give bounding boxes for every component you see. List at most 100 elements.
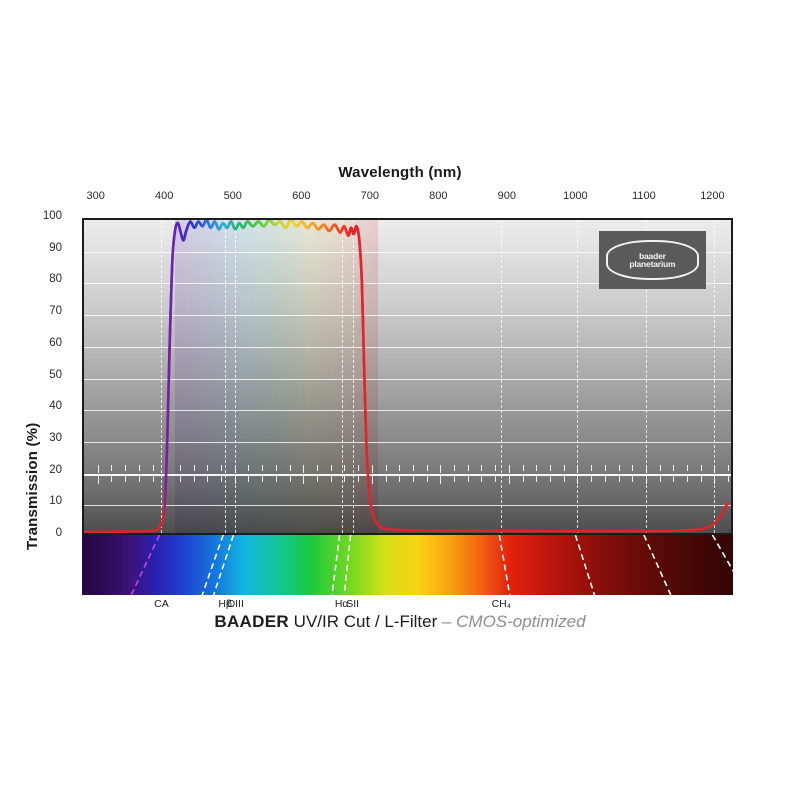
x-tick-label-1100: 1100 (632, 190, 656, 202)
minor-tick (659, 475, 661, 482)
minor-tick (522, 475, 524, 482)
minor-tick (138, 475, 140, 482)
minor-tick (700, 464, 702, 471)
minor-tick (591, 475, 593, 482)
minor-tick (371, 464, 373, 473)
y-tick-label-10: 10 (49, 495, 62, 508)
y-tick-label-80: 80 (49, 273, 62, 286)
emission-label-OIII: OIII (226, 598, 244, 610)
minor-tick (687, 475, 689, 482)
gridline-x1000 (577, 220, 579, 533)
minor-tick (412, 475, 414, 482)
minor-tick (632, 464, 634, 471)
gridline-y-70 (84, 315, 731, 317)
minor-tick (221, 464, 223, 471)
y-tick-label-100: 100 (42, 210, 62, 222)
emission-line-Hβ (201, 535, 224, 595)
gridline-CH₄ (501, 220, 503, 533)
emission-line-CA (130, 535, 161, 595)
caption-product: UV/IR Cut / L-Filter (288, 612, 442, 631)
minor-tick (152, 464, 154, 471)
gridline-y-90 (84, 251, 731, 253)
minor-tick (193, 475, 195, 482)
minor-tick (303, 464, 305, 473)
x-axis-title: Wavelength (nm) (338, 164, 462, 181)
x-tick-label-300: 300 (86, 190, 105, 202)
minor-tick (138, 464, 140, 471)
minor-tick (687, 464, 689, 471)
gridline-Hβ (225, 220, 227, 533)
y-tick-label-50: 50 (49, 368, 62, 381)
transmission-curve (84, 220, 729, 533)
minor-tick (207, 464, 209, 471)
minor-tick (454, 464, 456, 471)
emission-label-CH₄: CH₄ (491, 598, 512, 610)
gridline-y-30 (84, 441, 731, 443)
minor-tick (234, 464, 236, 473)
emission-label-SII: SII (346, 598, 360, 610)
minor-tick (426, 475, 428, 482)
minor-tick (508, 464, 510, 473)
spectrum-dash-1200 (711, 535, 733, 573)
minor-tick (604, 464, 606, 471)
minor-tick (262, 464, 264, 471)
minor-tick (467, 475, 469, 482)
minor-tick (399, 464, 401, 471)
minor-tick (728, 475, 730, 482)
emission-line-OIII (212, 535, 235, 595)
minor-tick (125, 475, 127, 482)
y-tick-label-60: 60 (49, 336, 62, 349)
x-tick-label-500: 500 (223, 190, 242, 202)
x-tick-label-900: 900 (497, 190, 517, 202)
gridline-y-80 (84, 283, 731, 285)
minor-tick (495, 464, 497, 471)
spectral-transmission-figure: Wavelength (nm) Transmission (%) 300 400 5… (0, 150, 800, 650)
chart-caption: BAADER UV/IR Cut / L-Filter – CMOS-optim… (0, 612, 800, 632)
minor-tick (152, 475, 154, 482)
gridline-y-40 (84, 410, 731, 412)
minor-tick (536, 475, 538, 482)
minor-tick (97, 475, 99, 484)
minor-tick (563, 464, 565, 471)
minor-tick (179, 475, 181, 482)
minor-tick (440, 464, 442, 473)
minor-tick (632, 475, 634, 482)
minor-tick (645, 464, 647, 473)
minor-tick (481, 464, 483, 471)
minor-tick (385, 475, 387, 482)
minor-tick (549, 464, 551, 471)
minor-tick (618, 475, 620, 482)
gridline-x1200 (714, 220, 716, 533)
minor-tick (508, 475, 510, 484)
plot-area: baader planetarium (82, 218, 733, 535)
minor-tick (481, 475, 483, 482)
minor-tick (289, 475, 291, 482)
minor-tick (303, 475, 305, 484)
gridline-y-10 (84, 505, 731, 507)
minor-tick (275, 475, 277, 482)
spectrum-dash-1000 (574, 535, 596, 595)
emission-label-CA: CA (154, 598, 169, 610)
caption-variant: – CMOS-optimized (441, 612, 586, 631)
logo-badge-outline: baader planetarium (605, 239, 700, 280)
emission-line-Hα (331, 535, 341, 595)
minor-tick (495, 475, 497, 482)
spectrum-dash-1100 (643, 535, 672, 595)
minor-tick (111, 464, 113, 471)
minor-tick (440, 475, 442, 484)
minor-tick (563, 475, 565, 482)
minor-tick (179, 464, 181, 471)
minor-tick (577, 464, 579, 473)
minor-tick (358, 464, 360, 471)
minor-tick (467, 464, 469, 471)
x-tick-label-800: 800 (429, 190, 448, 202)
minor-tick (125, 464, 127, 471)
minor-tick (659, 464, 661, 471)
gridline-Hα (341, 220, 343, 533)
caption-brand: BAADER (214, 612, 289, 631)
minor-tick (714, 475, 716, 484)
gridline-OIII (235, 220, 237, 533)
minor-tick (522, 464, 524, 471)
minor-tick (618, 464, 620, 471)
minor-tick (358, 475, 360, 482)
